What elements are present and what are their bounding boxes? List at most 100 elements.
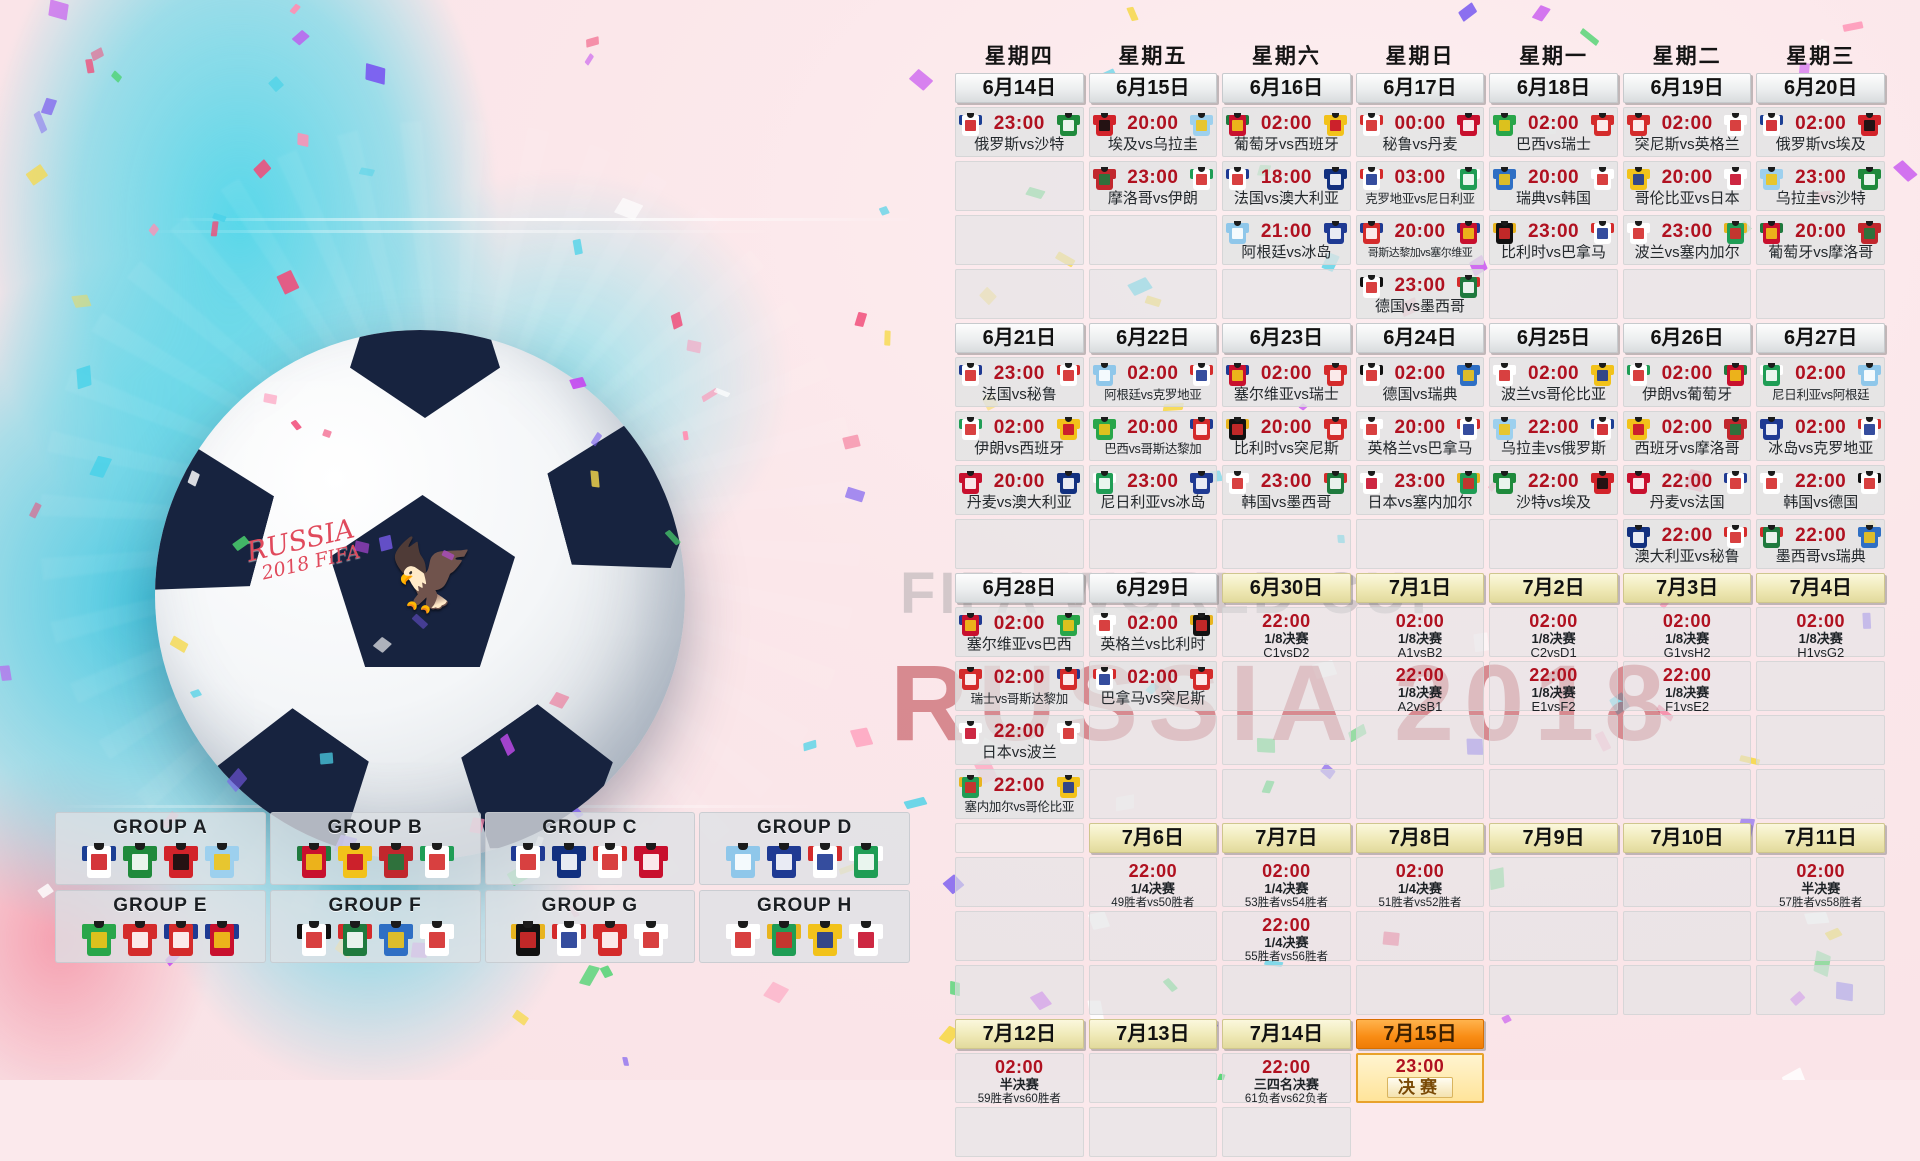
- group-match-cell[interactable]: 02:00 俄罗斯vs埃及: [1756, 107, 1885, 157]
- group-match-cell[interactable]: 23:00 德国vs墨西哥: [1355, 269, 1485, 319]
- group-box-group-d[interactable]: GROUP D: [699, 812, 910, 885]
- date-header[interactable]: 7月6日: [1088, 823, 1218, 853]
- group-box-group-h[interactable]: GROUP H: [699, 890, 910, 963]
- knockout-match-cell[interactable]: 02:00 1/4决赛 53胜者vs54胜者: [1222, 857, 1351, 909]
- group-match-cell[interactable]: 23:00 乌拉圭vs沙特: [1756, 161, 1885, 211]
- group-match-cell[interactable]: 23:00 日本vs塞内加尔: [1355, 465, 1485, 515]
- group-match-cell[interactable]: 23:00 韩国vs墨西哥: [1222, 465, 1351, 515]
- group-box-group-a[interactable]: GROUP A: [55, 812, 266, 885]
- knockout-match-cell[interactable]: 22:00 1/4决赛 49胜者vs50胜者: [1088, 857, 1218, 909]
- knockout-match-cell[interactable]: 22:00 1/8决赛 A2vsB1: [1355, 661, 1485, 714]
- date-header[interactable]: 6月17日: [1355, 73, 1485, 103]
- date-header[interactable]: 7月8日: [1355, 823, 1485, 853]
- knockout-match-cell[interactable]: 22:00 1/4决赛 55胜者vs56胜者: [1222, 911, 1351, 963]
- date-header[interactable]: 6月18日: [1489, 73, 1618, 103]
- group-match-cell[interactable]: 03:00 克罗地亚vs尼日利亚: [1355, 161, 1485, 211]
- group-match-cell[interactable]: 20:00 哥斯达黎加vs塞尔维亚: [1355, 215, 1485, 265]
- knockout-match-cell[interactable]: 02:00 半决赛 59胜者vs60胜者: [955, 1053, 1084, 1105]
- date-header[interactable]: 6月21日: [955, 323, 1084, 353]
- group-match-cell[interactable]: 20:00 英格兰vs巴拿马: [1355, 411, 1485, 461]
- group-match-cell[interactable]: 23:00 波兰vs塞内加尔: [1622, 215, 1752, 265]
- group-box-group-e[interactable]: GROUP E: [55, 890, 266, 963]
- group-match-cell[interactable]: 02:00 巴西vs瑞士: [1489, 107, 1618, 157]
- group-match-cell[interactable]: 02:00 西班牙vs摩洛哥: [1622, 411, 1752, 461]
- group-box-group-b[interactable]: GROUP B: [269, 812, 481, 885]
- date-header[interactable]: 7月1日: [1355, 573, 1485, 603]
- group-match-cell[interactable]: 23:00 比利时vs巴拿马: [1489, 215, 1618, 265]
- group-match-cell[interactable]: 22:00 墨西哥vs瑞典: [1756, 519, 1885, 569]
- date-header[interactable]: 7月11日: [1756, 823, 1885, 853]
- group-match-cell[interactable]: 22:00 丹麦vs法国: [1622, 465, 1752, 515]
- date-header[interactable]: 7月13日: [1088, 1019, 1218, 1049]
- date-header[interactable]: 7月15日: [1355, 1019, 1485, 1049]
- group-match-cell[interactable]: 20:00 哥伦比亚vs日本: [1622, 161, 1752, 211]
- group-match-cell[interactable]: 02:00 德国vs瑞典: [1355, 357, 1485, 407]
- final-match-cell[interactable]: 23:00 决赛: [1355, 1053, 1485, 1103]
- group-match-cell[interactable]: 02:00 英格兰vs比利时: [1088, 607, 1218, 657]
- group-match-cell[interactable]: 22:00 塞内加尔vs哥伦比亚: [955, 769, 1084, 819]
- group-box-group-g[interactable]: GROUP G: [484, 890, 696, 963]
- knockout-match-cell[interactable]: 22:00 1/8决赛 C1vsD2: [1222, 607, 1351, 660]
- date-header[interactable]: 7月2日: [1489, 573, 1618, 603]
- date-header[interactable]: 6月24日: [1355, 323, 1485, 353]
- date-header[interactable]: 7月4日: [1756, 573, 1885, 603]
- group-match-cell[interactable]: 02:00 葡萄牙vs西班牙: [1222, 107, 1351, 157]
- group-match-cell[interactable]: 20:00 埃及vs乌拉圭: [1088, 107, 1218, 157]
- group-match-cell[interactable]: 00:00 秘鲁vs丹麦: [1355, 107, 1485, 157]
- knockout-match-cell[interactable]: 22:00 三四名决赛 61负者vs62负者: [1222, 1053, 1351, 1105]
- group-match-cell[interactable]: 20:00 丹麦vs澳大利亚: [955, 465, 1084, 515]
- group-match-cell[interactable]: 21:00 阿根廷vs冰岛: [1222, 215, 1351, 265]
- knockout-match-cell[interactable]: 02:00 1/8决赛 H1vsG2: [1756, 607, 1885, 660]
- group-box-group-f[interactable]: GROUP F: [269, 890, 481, 963]
- group-box-group-c[interactable]: GROUP C: [484, 812, 696, 885]
- date-header[interactable]: 7月9日: [1489, 823, 1618, 853]
- group-match-cell[interactable]: 23:00 摩洛哥vs伊朗: [1088, 161, 1218, 211]
- date-header[interactable]: 6月28日: [955, 573, 1084, 603]
- date-header[interactable]: [955, 823, 1084, 853]
- date-header[interactable]: 7月3日: [1622, 573, 1752, 603]
- knockout-match-cell[interactable]: 02:00 1/8决赛 A1vsB2: [1355, 607, 1485, 660]
- group-match-cell[interactable]: 02:00 瑞士vs哥斯达黎加: [955, 661, 1084, 711]
- group-match-cell[interactable]: 22:00 乌拉圭vs俄罗斯: [1489, 411, 1618, 461]
- group-match-cell[interactable]: 23:00 法国vs秘鲁: [955, 357, 1084, 407]
- date-header[interactable]: 6月14日: [955, 73, 1084, 103]
- date-header[interactable]: 6月23日: [1222, 323, 1351, 353]
- group-match-cell[interactable]: 02:00 巴拿马vs突尼斯: [1088, 661, 1218, 711]
- group-match-cell[interactable]: 02:00 冰岛vs克罗地亚: [1756, 411, 1885, 461]
- group-match-cell[interactable]: 20:00 比利时vs突尼斯: [1222, 411, 1351, 461]
- group-match-cell[interactable]: 02:00 伊朗vs葡萄牙: [1622, 357, 1752, 407]
- group-match-cell[interactable]: 22:00 韩国vs德国: [1756, 465, 1885, 515]
- group-match-cell[interactable]: 02:00 伊朗vs西班牙: [955, 411, 1084, 461]
- group-match-cell[interactable]: 02:00 阿根廷vs克罗地亚: [1088, 357, 1218, 407]
- knockout-match-cell[interactable]: 02:00 1/4决赛 51胜者vs52胜者: [1355, 857, 1485, 909]
- date-header[interactable]: 6月26日: [1622, 323, 1752, 353]
- date-header[interactable]: 6月22日: [1088, 323, 1218, 353]
- group-match-cell[interactable]: 22:00 澳大利亚vs秘鲁: [1622, 519, 1752, 569]
- knockout-match-cell[interactable]: 02:00 1/8决赛 G1vsH2: [1622, 607, 1752, 660]
- group-match-cell[interactable]: 23:00 尼日利亚vs冰岛: [1088, 465, 1218, 515]
- date-header[interactable]: 6月16日: [1222, 73, 1351, 103]
- group-match-cell[interactable]: 02:00 塞尔维亚vs巴西: [955, 607, 1084, 657]
- group-match-cell[interactable]: 22:00 日本vs波兰: [955, 715, 1084, 765]
- group-match-cell[interactable]: 02:00 突尼斯vs英格兰: [1622, 107, 1752, 157]
- knockout-match-cell[interactable]: 22:00 1/8决赛 F1vsE2: [1622, 661, 1752, 714]
- group-match-cell[interactable]: 18:00 法国vs澳大利亚: [1222, 161, 1351, 211]
- date-header[interactable]: 7月14日: [1222, 1019, 1351, 1049]
- date-header[interactable]: 6月15日: [1088, 73, 1218, 103]
- group-match-cell[interactable]: 22:00 沙特vs埃及: [1489, 465, 1618, 515]
- date-header[interactable]: 7月7日: [1222, 823, 1351, 853]
- knockout-match-cell[interactable]: 02:00 半决赛 57胜者vs58胜者: [1756, 857, 1885, 909]
- date-header[interactable]: 6月30日: [1222, 573, 1351, 603]
- group-match-cell[interactable]: 02:00 波兰vs哥伦比亚: [1489, 357, 1618, 407]
- group-match-cell[interactable]: 20:00 葡萄牙vs摩洛哥: [1756, 215, 1885, 265]
- date-header[interactable]: 6月29日: [1088, 573, 1218, 603]
- date-header[interactable]: 6月25日: [1489, 323, 1618, 353]
- group-match-cell[interactable]: 20:00 瑞典vs韩国: [1489, 161, 1618, 211]
- date-header[interactable]: 6月27日: [1756, 323, 1885, 353]
- date-header[interactable]: 7月12日: [955, 1019, 1084, 1049]
- date-header[interactable]: 7月10日: [1622, 823, 1752, 853]
- group-match-cell[interactable]: 20:00 巴西vs哥斯达黎加: [1088, 411, 1218, 461]
- group-match-cell[interactable]: 02:00 塞尔维亚vs瑞士: [1222, 357, 1351, 407]
- knockout-match-cell[interactable]: 02:00 1/8决赛 C2vsD1: [1489, 607, 1618, 660]
- knockout-match-cell[interactable]: 22:00 1/8决赛 E1vsF2: [1489, 661, 1618, 714]
